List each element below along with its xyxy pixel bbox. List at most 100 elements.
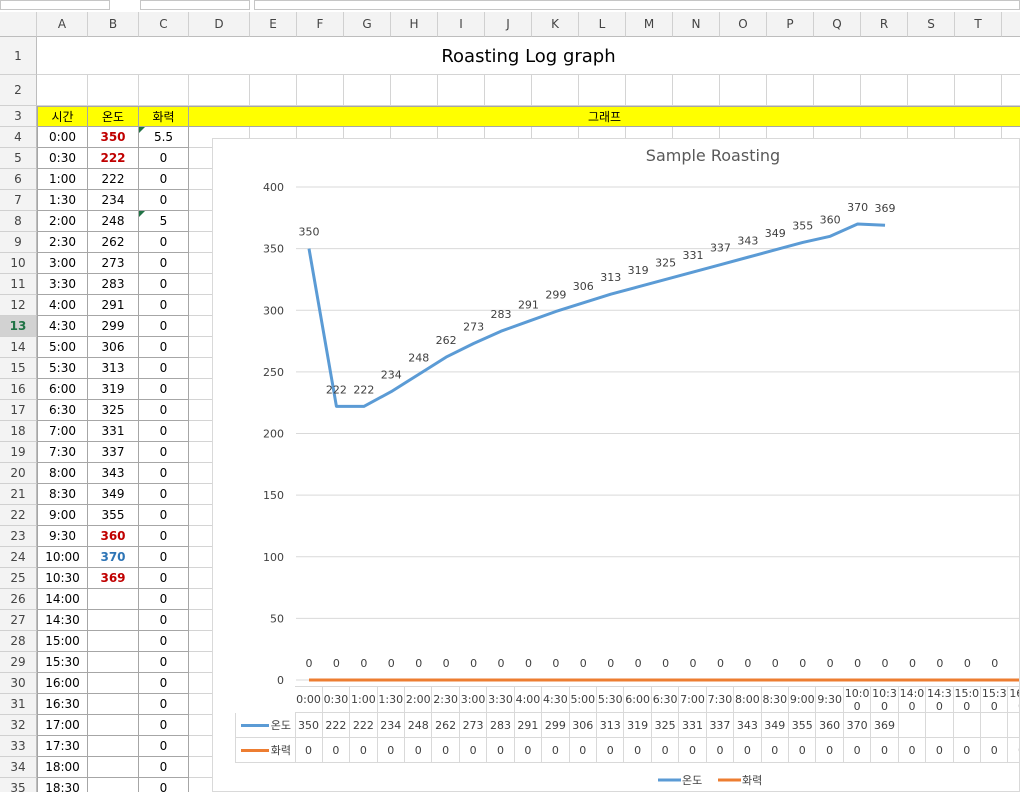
temperature-cell[interactable]: 343 <box>88 463 139 484</box>
temperature-cell[interactable]: 291 <box>88 295 139 316</box>
time-cell[interactable]: 4:00 <box>37 295 88 316</box>
temperature-cell[interactable]: 355 <box>88 505 139 526</box>
time-cell[interactable]: 17:00 <box>37 715 88 736</box>
temperature-cell[interactable]: 313 <box>88 358 139 379</box>
power-cell[interactable]: 0 <box>139 547 189 568</box>
row-header[interactable]: 29 <box>0 652 37 673</box>
row-header[interactable]: 28 <box>0 631 37 652</box>
row-header[interactable]: 5 <box>0 148 37 169</box>
power-cell[interactable]: 0 <box>139 274 189 295</box>
function-box[interactable] <box>140 0 250 10</box>
row-header[interactable]: 35 <box>0 778 37 792</box>
power-cell[interactable]: 0 <box>139 694 189 715</box>
temperature-cell[interactable]: 222 <box>88 169 139 190</box>
temperature-cell[interactable]: 369 <box>88 568 139 589</box>
power-cell[interactable]: 5 <box>139 211 189 232</box>
temperature-cell[interactable] <box>88 673 139 694</box>
row-header[interactable]: 21 <box>0 484 37 505</box>
row-header[interactable]: 14 <box>0 337 37 358</box>
time-cell[interactable]: 0:00 <box>37 127 88 148</box>
row-header[interactable]: 24 <box>0 547 37 568</box>
row-header[interactable]: 23 <box>0 526 37 547</box>
row-header[interactable]: 6 <box>0 169 37 190</box>
temperature-cell[interactable]: 350 <box>88 127 139 148</box>
time-cell[interactable]: 7:30 <box>37 442 88 463</box>
time-cell[interactable]: 1:00 <box>37 169 88 190</box>
row-header[interactable]: 31 <box>0 694 37 715</box>
row-header[interactable]: 13 <box>0 316 37 337</box>
power-cell[interactable]: 0 <box>139 421 189 442</box>
row-header[interactable]: 10 <box>0 253 37 274</box>
power-cell[interactable]: 5.5 <box>139 127 189 148</box>
time-cell[interactable]: 16:00 <box>37 673 88 694</box>
row-header[interactable]: 12 <box>0 295 37 316</box>
power-cell[interactable]: 0 <box>139 337 189 358</box>
name-box[interactable] <box>0 0 110 10</box>
temperature-cell[interactable]: 299 <box>88 316 139 337</box>
row-header[interactable]: 7 <box>0 190 37 211</box>
row-header[interactable]: 17 <box>0 400 37 421</box>
power-cell[interactable]: 0 <box>139 253 189 274</box>
power-cell[interactable]: 0 <box>139 442 189 463</box>
time-cell[interactable]: 16:30 <box>37 694 88 715</box>
column-header[interactable]: O <box>720 12 767 37</box>
power-cell[interactable]: 0 <box>139 631 189 652</box>
power-cell[interactable]: 0 <box>139 463 189 484</box>
row-header[interactable]: 20 <box>0 463 37 484</box>
row-header[interactable]: 16 <box>0 379 37 400</box>
temperature-cell[interactable]: 331 <box>88 421 139 442</box>
column-header[interactable]: D <box>189 12 250 37</box>
temperature-cell[interactable]: 234 <box>88 190 139 211</box>
power-cell[interactable]: 0 <box>139 484 189 505</box>
power-cell[interactable]: 0 <box>139 736 189 757</box>
time-cell[interactable]: 5:00 <box>37 337 88 358</box>
row-header[interactable]: 9 <box>0 232 37 253</box>
column-header[interactable]: H <box>391 12 438 37</box>
column-header[interactable]: N <box>673 12 720 37</box>
column-header[interactable]: K <box>532 12 579 37</box>
temperature-cell[interactable] <box>88 610 139 631</box>
temperature-cell[interactable]: 248 <box>88 211 139 232</box>
time-cell[interactable]: 18:30 <box>37 778 88 792</box>
row-header[interactable]: 34 <box>0 757 37 778</box>
temperature-cell[interactable]: 319 <box>88 379 139 400</box>
power-cell[interactable]: 0 <box>139 589 189 610</box>
power-cell[interactable]: 0 <box>139 526 189 547</box>
row-header[interactable]: 8 <box>0 211 37 232</box>
power-cell[interactable]: 0 <box>139 610 189 631</box>
power-cell[interactable]: 0 <box>139 673 189 694</box>
row-header[interactable]: 27 <box>0 610 37 631</box>
time-cell[interactable]: 14:30 <box>37 610 88 631</box>
column-header[interactable]: E <box>250 12 297 37</box>
time-cell[interactable]: 15:30 <box>37 652 88 673</box>
power-cell[interactable]: 0 <box>139 295 189 316</box>
time-cell[interactable]: 2:00 <box>37 211 88 232</box>
temperature-cell[interactable] <box>88 589 139 610</box>
row-header[interactable]: 15 <box>0 358 37 379</box>
power-cell[interactable]: 0 <box>139 778 189 792</box>
temperature-cell[interactable] <box>88 652 139 673</box>
temperature-cell[interactable] <box>88 631 139 652</box>
temperature-cell[interactable]: 325 <box>88 400 139 421</box>
row-header[interactable]: 33 <box>0 736 37 757</box>
column-header[interactable]: L <box>579 12 626 37</box>
temperature-cell[interactable]: 337 <box>88 442 139 463</box>
column-header[interactable]: B <box>88 12 139 37</box>
time-cell[interactable]: 8:00 <box>37 463 88 484</box>
time-cell[interactable]: 14:00 <box>37 589 88 610</box>
time-cell[interactable]: 17:30 <box>37 736 88 757</box>
temperature-cell[interactable]: 349 <box>88 484 139 505</box>
formula-bar[interactable] <box>254 0 1020 10</box>
temperature-cell[interactable] <box>88 757 139 778</box>
time-cell[interactable]: 8:30 <box>37 484 88 505</box>
temperature-cell[interactable] <box>88 778 139 792</box>
column-header[interactable]: C <box>139 12 189 37</box>
column-header[interactable]: T <box>955 12 1002 37</box>
time-cell[interactable]: 18:00 <box>37 757 88 778</box>
power-cell[interactable]: 0 <box>139 232 189 253</box>
row-header[interactable]: 26 <box>0 589 37 610</box>
row-header[interactable]: 2 <box>0 75 37 106</box>
power-cell[interactable]: 0 <box>139 316 189 337</box>
row-header[interactable]: 19 <box>0 442 37 463</box>
temperature-cell[interactable]: 222 <box>88 148 139 169</box>
